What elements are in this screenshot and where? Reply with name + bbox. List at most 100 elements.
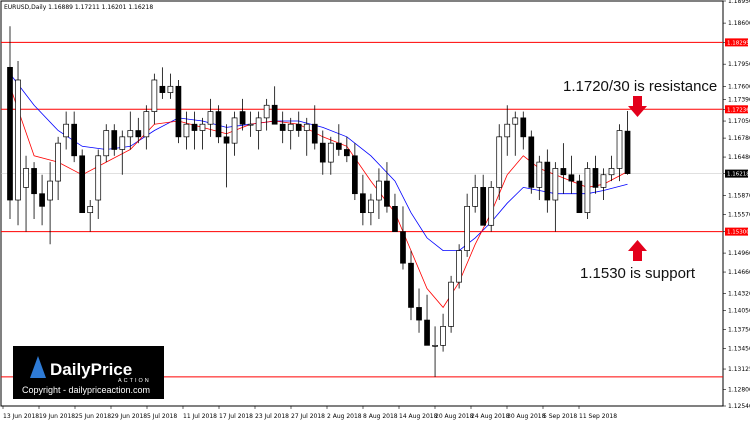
candle-body — [271, 104, 278, 125]
candle-body — [247, 123, 254, 126]
candle-body — [512, 117, 519, 125]
candle-body — [464, 205, 470, 251]
candle-body — [223, 136, 230, 144]
candle — [311, 105, 318, 150]
x-tick-label: 8 Aug 2018 — [363, 413, 398, 420]
x-tick-label: 20 Aug 2018 — [435, 413, 474, 420]
candle — [552, 162, 559, 232]
candle-body — [207, 111, 214, 125]
candle-body — [79, 155, 86, 214]
candle — [247, 111, 254, 137]
candle-body — [103, 130, 110, 157]
candle-body — [15, 79, 21, 201]
candle — [408, 250, 414, 321]
candle — [456, 244, 462, 289]
candle — [424, 294, 430, 346]
candle — [295, 111, 302, 137]
x-tick-label: 30 Aug 2018 — [507, 413, 546, 420]
candle — [223, 124, 230, 188]
candle-body — [416, 307, 422, 321]
candle-body — [95, 155, 102, 201]
y-tick-label: 1.15870 — [728, 193, 750, 200]
candle-body — [55, 142, 61, 182]
x-tick-label: 2 Aug 2018 — [327, 413, 362, 420]
watermark-copyright: Copyright - dailypriceaction.com — [22, 385, 150, 395]
x-tick-label: 14 Aug 2018 — [399, 413, 438, 420]
x-tick-label: 11 Jul 2018 — [183, 413, 217, 420]
x-tick-label: 25 Jun 2018 — [75, 413, 111, 420]
candle — [31, 162, 37, 219]
candle-body — [536, 161, 543, 188]
x-tick-label: 5 Jul 2018 — [147, 413, 177, 420]
candle-body — [31, 168, 37, 195]
level-label-box — [725, 105, 748, 114]
candle-body — [504, 123, 511, 138]
candle — [496, 124, 503, 201]
watermark-brand: DailyPrice — [50, 360, 132, 379]
candle — [360, 174, 366, 226]
candle-body — [616, 130, 623, 169]
x-tick-label: 5 Sep 2018 — [543, 413, 577, 420]
candle-body — [496, 136, 503, 188]
candle — [327, 136, 334, 175]
candle-body — [239, 111, 246, 125]
candle — [95, 149, 102, 219]
candle — [15, 61, 21, 226]
candle — [560, 143, 567, 194]
y-tick-label: 1.14320 — [728, 291, 750, 298]
candle-body — [87, 205, 94, 214]
candle — [584, 162, 591, 219]
candle — [255, 111, 262, 150]
level-label: 1.15300 — [727, 230, 750, 236]
candle-body — [592, 168, 599, 188]
candle — [239, 98, 246, 131]
candle-body — [568, 174, 575, 182]
candle — [303, 117, 310, 156]
candle-body — [311, 123, 318, 144]
watermark-brand-sub: ACTION — [118, 378, 151, 384]
candle-body — [456, 250, 462, 283]
candle — [183, 111, 190, 150]
last-price-label: 1.16218 — [727, 172, 750, 178]
y-tick-label: 1.13125 — [728, 366, 750, 373]
logo-icon — [30, 356, 46, 378]
y-tick-label: 1.12800 — [728, 387, 750, 394]
candles — [7, 26, 631, 377]
x-tick-label: 29 Jun 2018 — [111, 413, 147, 420]
candle-body — [255, 117, 262, 131]
y-tick-label: 1.17950 — [728, 61, 750, 68]
candle-body — [127, 130, 134, 138]
candle — [480, 174, 487, 226]
candle — [544, 149, 551, 213]
candle-body — [376, 180, 382, 201]
candle — [400, 206, 406, 270]
watermark: DailyPrice ACTION Copyright - dailyprice… — [13, 346, 164, 399]
candle — [528, 130, 535, 194]
candle — [55, 136, 61, 201]
candle-body — [560, 168, 567, 176]
candle — [119, 130, 126, 175]
candle-body — [384, 180, 390, 207]
candle-body — [576, 180, 583, 214]
candle-body — [327, 142, 334, 163]
y-tick-label: 1.17600 — [728, 83, 750, 90]
candle-body — [183, 123, 190, 138]
y-tick-label: 1.17390 — [728, 97, 750, 104]
candle-body — [263, 104, 270, 119]
last-price-box — [725, 169, 748, 178]
candle-body — [432, 344, 438, 347]
candle — [143, 105, 150, 150]
candle-body — [143, 111, 150, 138]
up-arrow-icon — [628, 240, 647, 261]
x-tick-label: 24 Aug 2018 — [471, 413, 510, 420]
level-label-box — [725, 38, 748, 47]
candle — [159, 67, 166, 99]
candle — [79, 149, 86, 214]
time-axis: 13 Jun 2018 19 Jun 2018 25 Jun 2018 29 Jun … — [2, 406, 617, 420]
x-tick-label: 27 Jul 2018 — [291, 413, 325, 420]
candle — [23, 155, 29, 232]
candle-body — [343, 149, 350, 157]
candle — [568, 155, 575, 194]
candle-body — [23, 168, 29, 188]
